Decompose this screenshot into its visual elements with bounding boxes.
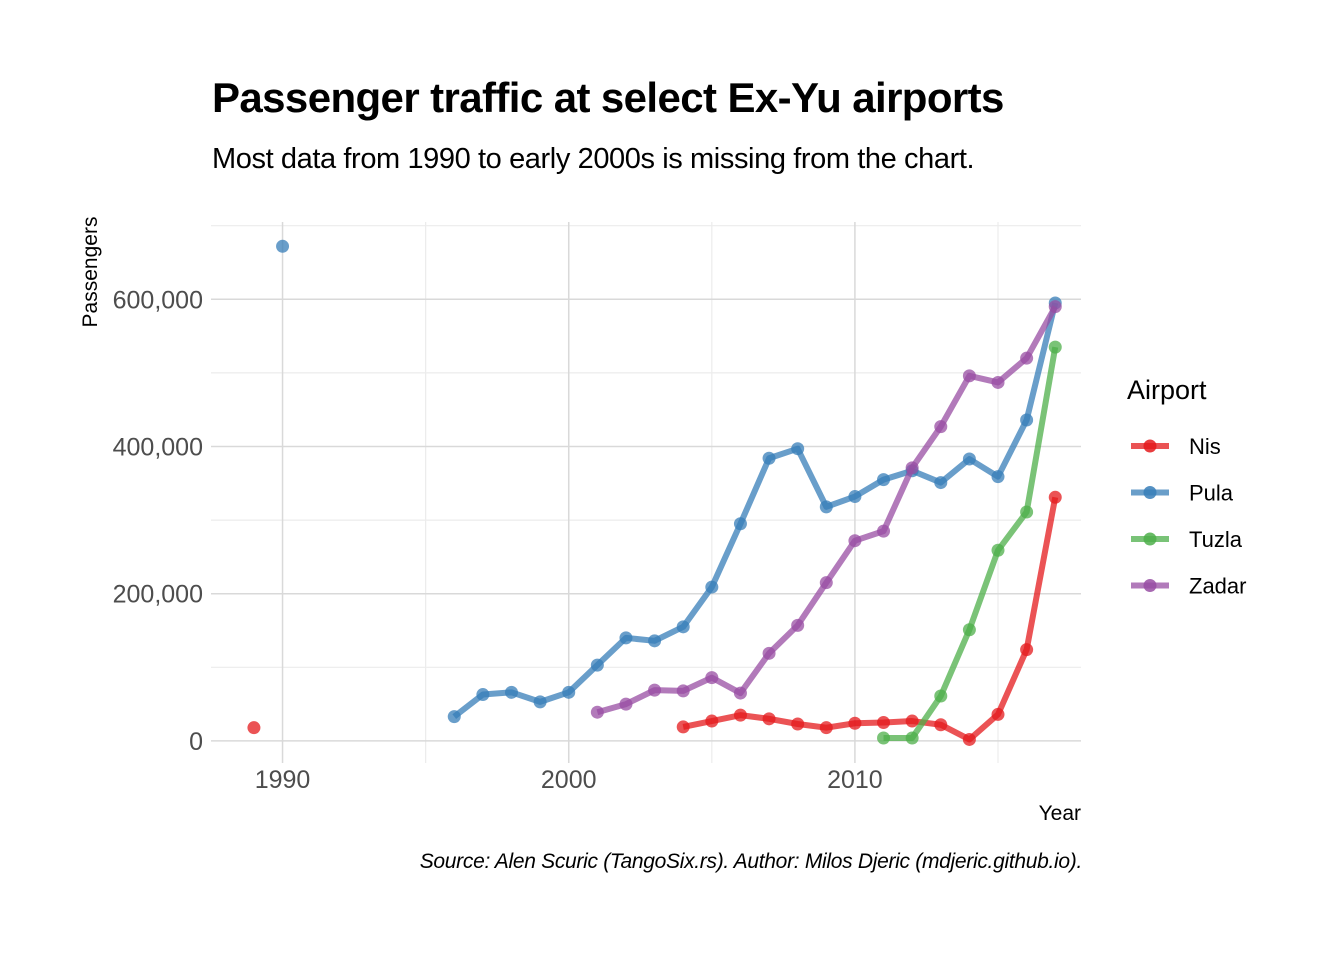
zadar-point — [590, 705, 604, 719]
pula-point — [504, 685, 518, 699]
pula-point — [877, 473, 891, 487]
chart-subtitle: Most data from 1990 to early 2000s is mi… — [212, 143, 975, 175]
zadar-point — [733, 686, 747, 700]
legend-item-tuzla: Tuzla — [1131, 527, 1243, 552]
pula-point — [276, 239, 290, 253]
pula-line — [452, 302, 1059, 720]
pula-point — [705, 580, 719, 594]
nis-point — [705, 714, 719, 728]
nis-point — [905, 714, 919, 728]
legend-key-point — [1143, 579, 1157, 592]
series-pula — [276, 239, 1062, 724]
legend-item-pula: Pula — [1131, 481, 1234, 506]
legend: Airport Nis Pula Tuzla Zadar — [1127, 375, 1246, 599]
legend-label: Pula — [1189, 481, 1234, 506]
zadar-point — [1048, 300, 1062, 314]
pula-point — [562, 685, 576, 699]
zadar-point — [905, 461, 919, 475]
nis-point — [819, 721, 833, 735]
legend-key-point — [1143, 532, 1157, 546]
series-nis — [247, 490, 1062, 746]
tuzla-point — [991, 543, 1005, 557]
pula-point — [676, 620, 690, 634]
legend-title: Airport — [1127, 375, 1207, 405]
zadar-point — [819, 576, 833, 590]
pula-point — [733, 517, 747, 531]
pula-point — [1020, 413, 1034, 427]
y-tick-label: 400,000 — [113, 433, 203, 461]
pula-point — [962, 452, 976, 466]
zadar-point — [676, 684, 690, 698]
tuzla-point — [934, 689, 948, 703]
x-tick-label: 2010 — [827, 766, 883, 794]
legend-key-point — [1143, 439, 1157, 453]
pula-point — [476, 688, 490, 702]
zadar-point — [762, 646, 776, 660]
zadar-point — [648, 683, 662, 697]
legend-item-nis: Nis — [1131, 434, 1221, 459]
y-tick-label: 0 — [189, 728, 203, 756]
tuzla-point — [1048, 340, 1062, 354]
x-tick-label: 1990 — [255, 766, 311, 794]
pula-point — [619, 631, 633, 645]
zadar-point — [791, 618, 805, 632]
zadar-point — [848, 534, 862, 548]
nis-point — [1020, 643, 1034, 657]
x-tick-label: 2000 — [541, 766, 597, 794]
pula-point — [934, 476, 948, 490]
nis-point — [247, 721, 261, 735]
nis-point — [1048, 490, 1062, 504]
tick-layer: 1990 2000 2010 0 200,000 400,000 600,000 — [113, 286, 883, 794]
zadar-point — [705, 671, 719, 685]
pula-point — [447, 710, 461, 724]
zadar-point — [934, 420, 948, 434]
legend-label: Zadar — [1189, 574, 1246, 599]
tuzla-point — [1020, 505, 1034, 519]
grid-layer — [211, 222, 1081, 763]
zadar-point — [962, 369, 976, 383]
tuzla-point — [905, 731, 919, 745]
pula-point — [648, 634, 662, 648]
zadar-point — [1020, 351, 1034, 365]
legend-item-zadar: Zadar — [1131, 574, 1246, 599]
nis-point — [762, 712, 776, 726]
pula-point — [848, 490, 862, 504]
legend-key-point — [1143, 486, 1157, 499]
pula-point — [762, 451, 776, 465]
pula-point — [819, 500, 833, 514]
legend-label: Nis — [1189, 434, 1221, 459]
series-tuzla — [877, 340, 1062, 745]
tuzla-point — [877, 731, 891, 745]
nis-point — [934, 718, 948, 732]
nis-point — [733, 708, 747, 722]
zadar-point — [877, 524, 891, 538]
y-tick-label: 200,000 — [113, 581, 203, 609]
nis-point — [676, 720, 690, 734]
series-layer — [247, 239, 1062, 746]
zadar-point — [991, 375, 1005, 389]
nis-point — [877, 716, 891, 730]
nis-point — [791, 717, 805, 731]
pula-point — [590, 658, 604, 672]
y-tick-label: 600,000 — [113, 286, 203, 314]
y-axis-title: Passengers — [79, 217, 102, 328]
chart-caption: Source: Alen Scuric (TangoSix.rs). Autho… — [419, 850, 1083, 873]
tuzla-point — [962, 623, 976, 637]
chart-title: Passenger traffic at select Ex-Yu airpor… — [212, 74, 1004, 121]
nis-point — [962, 732, 976, 746]
pula-point — [791, 442, 805, 456]
zadar-point — [619, 697, 633, 711]
pula-point — [533, 695, 547, 709]
x-axis-title: Year — [1039, 802, 1081, 825]
nis-point — [991, 707, 1005, 721]
pula-point — [991, 470, 1005, 484]
legend-label: Tuzla — [1189, 527, 1243, 552]
nis-point — [848, 716, 862, 730]
series-zadar — [590, 300, 1062, 719]
